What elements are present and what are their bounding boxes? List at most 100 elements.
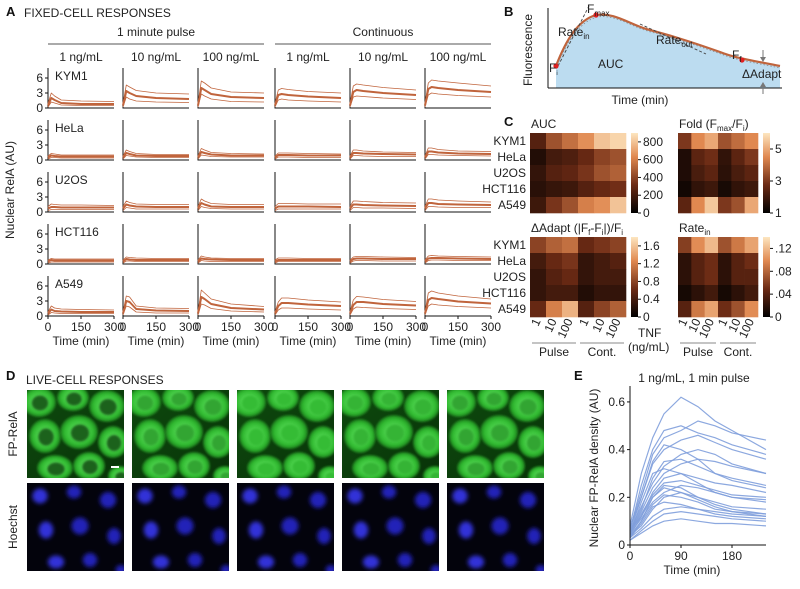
quantile-line [197,289,265,313]
heatmap-cell [530,197,547,214]
cell-line-label: U2OS [55,173,88,187]
y-tick-label: 0 [36,205,43,219]
heatmap-cell [562,149,579,166]
heatmap-cell [562,237,579,254]
y-tick-label: 0 [36,101,43,115]
x-tick-label: 300 [179,320,199,334]
nucleus [422,528,436,544]
group-label: Cont. [588,345,617,359]
cell-trace [629,506,767,539]
cell-trace [629,434,767,529]
hoechst-image [447,483,544,571]
heatmap-cell [578,253,595,270]
heatmap-cell [594,133,611,150]
annotation-text: Rate [656,33,682,47]
heatmap-cell [578,181,595,198]
x-axis-label: Time (min) [355,334,412,348]
heatmap-cell [678,181,692,198]
group-label: Pulse [539,345,569,359]
nucleus [452,488,468,504]
quantile-line [424,255,492,261]
heatmap-cell [704,301,719,318]
nucleus [325,472,334,478]
heatmap-cell [530,253,547,270]
title-text: /F [732,117,743,131]
x-axis-label: Time (min) [430,334,487,348]
heatmap-cell [731,197,745,214]
heatmap-cell [546,197,563,214]
heatmap-cell [610,285,627,302]
panel-label: A [6,4,16,19]
quantile-line [47,92,115,104]
nucleus [519,399,537,415]
heatmap-cell [678,133,692,150]
heatmap-cell [691,253,705,270]
title-text: -F [590,221,601,235]
heatmap-cell [744,301,759,318]
nucleus [66,485,82,499]
x-axis-label: (ng/mL) [628,340,669,354]
quantile-line [424,154,492,160]
quantile-line [424,206,491,211]
nucleus [490,424,510,442]
median-line [47,154,114,159]
axes [122,224,189,265]
column-label: 10 [589,316,607,334]
heatmap-cell [530,301,547,318]
panel-title: LIVE-CELL RESPONSES [26,373,164,387]
nucleus [362,555,380,569]
heatmap-cell [562,269,579,286]
quantile-line [349,155,416,160]
nucleus [292,553,308,567]
cell-trace [629,425,767,531]
heatmap-cell [678,149,692,166]
colorbar-tick-label: 0 [643,310,650,324]
row-label: U2OS [493,166,526,180]
cell-trace [629,458,767,534]
y-tick-label: 0 [36,153,43,167]
quantile-line [47,209,114,211]
colorbar-tick-label: 0 [775,310,782,324]
colorbar-tick-label: .12 [775,241,792,255]
nucleus [309,399,327,415]
colorbar-tick-label: 400 [643,170,663,184]
x-tick-label: 300 [481,320,501,334]
heatmap-cell [594,181,611,198]
median-line [274,205,342,210]
heatmap-cell [718,253,732,270]
heatmap-cell [594,237,611,254]
heatmap-cell [678,165,692,182]
heatmap-cell [744,149,759,166]
dose-label: 100 ng/mL [430,50,487,64]
heatmap-cell [691,133,705,150]
heatmap-cell [704,133,719,150]
heatmap-cell [718,181,732,198]
axes [274,172,341,213]
nucleus [347,488,363,504]
quantile-line [122,260,189,264]
axes [424,68,491,109]
heatmap-cell [704,181,719,198]
median-line [349,257,416,263]
median-line [274,93,342,106]
nucleus [353,521,369,539]
axes [349,120,416,161]
heatmap-cell [718,197,732,214]
heatmap-title: Ratein [679,221,711,237]
heatmap-cell [594,301,611,318]
quantile-line [274,307,342,316]
axes [122,120,189,161]
nucleus [502,460,518,474]
title-subscript: i [602,228,604,237]
annotation-subscript: out [681,40,693,49]
axes [274,68,341,109]
row-label: KYM1 [493,238,526,252]
y-tick-label: 6 [36,71,43,85]
heatmap-cell [578,149,595,166]
nucleus [467,555,485,569]
heatmap-cell [731,181,745,198]
quantile-line [122,295,190,313]
nucleus [316,435,332,451]
nucleus [519,492,537,508]
quantile-line [349,296,417,313]
